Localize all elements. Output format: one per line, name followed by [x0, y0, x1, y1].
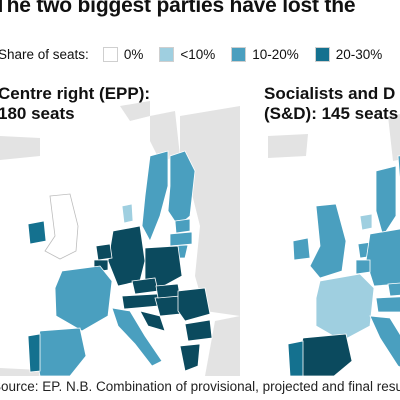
country-croatia [139, 310, 166, 332]
country-denmark [121, 203, 134, 224]
party-name: Centre right (EPP): [0, 84, 151, 103]
country-netherlands [95, 243, 113, 261]
legend: Share of seats: 0% <10% 10-20% 20-30% [0, 45, 398, 63]
country-ireland [27, 220, 47, 245]
country-spain [297, 333, 353, 376]
country-uk [309, 203, 347, 279]
map-title-epp: Centre right (EPP): 180 seats [0, 84, 150, 124]
country-france [54, 265, 113, 332]
country-germany [107, 225, 146, 287]
country-italy [369, 315, 400, 368]
country-bulgaria [184, 319, 213, 342]
country-czechia [131, 277, 159, 295]
legend-swatch-2 [231, 46, 247, 62]
legend-label: Share of seats: [0, 46, 89, 62]
country-italy [111, 307, 163, 367]
legend-item-label: 0% [123, 46, 144, 62]
legend-item-label: 20-30% [335, 46, 383, 62]
country-slovakia [155, 283, 181, 299]
country-sweden [141, 150, 169, 242]
legend-item-0: 0% [102, 46, 144, 62]
seat-count: (S&D): 145 seats [264, 104, 399, 123]
seat-count: 180 seats [0, 104, 75, 123]
map-epp: Centre right (EPP): 180 seats [0, 76, 240, 376]
country-austria [375, 296, 400, 313]
legend-item-label: 10-20% [252, 46, 299, 62]
legend-swatch-3 [314, 46, 330, 62]
country-greece [179, 343, 201, 372]
country-denmark [359, 213, 373, 231]
legend-item-label: <10% [180, 46, 216, 62]
legend-item-2: 10-20% [231, 46, 299, 62]
legend-swatch-0 [102, 46, 118, 62]
country-france [315, 273, 375, 342]
country-germany [365, 228, 400, 287]
countries [27, 150, 213, 376]
map-epp-svg [0, 101, 240, 376]
country-sweden [375, 165, 397, 237]
non-eu-land [0, 101, 240, 376]
country-spain [34, 327, 87, 376]
country-latvia [169, 231, 193, 247]
source-note: Source: EP. N.B. Combination of provisio… [0, 379, 400, 394]
map-title-sd: Socialists and D (S&D): 145 seats [264, 84, 398, 124]
chart-title: The two biggest parties have lost the [0, 0, 356, 17]
country-finland [167, 150, 196, 227]
country-belgium [355, 259, 371, 275]
country-portugal [287, 340, 304, 376]
map-sd: Socialists and D (S&D): 145 seats [258, 76, 400, 376]
non-eu-land [268, 114, 400, 161]
countries [287, 155, 400, 376]
legend-item-1: <10% [159, 46, 216, 62]
country-poland [144, 245, 183, 289]
legend-item-3: 20-30% [314, 46, 383, 62]
country-romania [177, 287, 211, 322]
country-czechia [387, 282, 400, 297]
country-portugal [27, 333, 41, 373]
map-sd-svg [268, 114, 400, 376]
country-estonia [174, 218, 191, 234]
country-hungary [154, 295, 181, 317]
country-austria [121, 293, 159, 310]
legend-swatch-1 [159, 46, 175, 62]
party-name: Socialists and D [264, 84, 396, 103]
country-uk [44, 193, 79, 260]
country-ireland [292, 237, 311, 261]
